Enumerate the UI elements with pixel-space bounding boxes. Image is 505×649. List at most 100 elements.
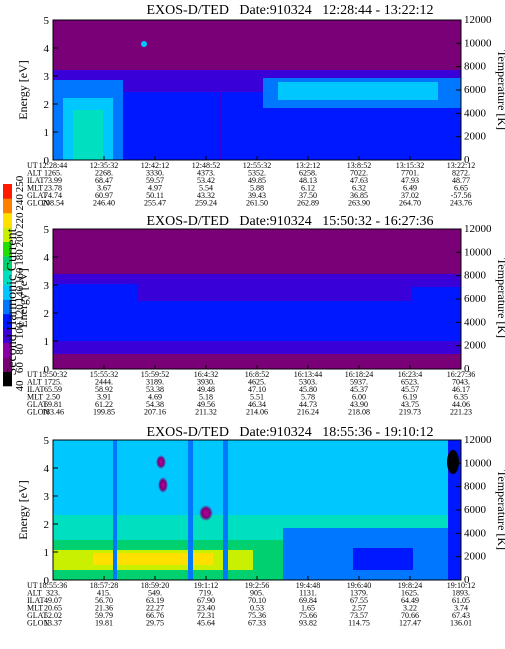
orbit-cell: 323. bbox=[46, 589, 60, 598]
colorbar-cell bbox=[3, 299, 12, 315]
colorbar-cell bbox=[3, 212, 12, 228]
panel-1-ylabel-right: Temperature [K] bbox=[495, 50, 505, 130]
orbit-cell: 5352. bbox=[248, 169, 266, 178]
orbit-cell: 49.07 bbox=[44, 596, 62, 605]
orbit-row-label: GLON bbox=[27, 199, 49, 208]
orbit-cell: 49.85 bbox=[248, 176, 266, 185]
orbit-cell: 67.55 bbox=[350, 596, 368, 605]
orbit-cell: 6258. bbox=[299, 169, 317, 178]
orbit-cell: 39.43 bbox=[248, 191, 266, 200]
y-tick-label: 2 bbox=[44, 519, 50, 531]
panel-3-stripe-c bbox=[223, 440, 228, 580]
orbit-cell: 3.74 bbox=[454, 604, 468, 613]
orbit-cell: 43.32 bbox=[197, 191, 215, 200]
colorbar-tick-label: 100 bbox=[14, 322, 26, 339]
colorbar-cell bbox=[3, 313, 12, 329]
orbit-cell: 37.02 bbox=[401, 191, 419, 200]
orbit-cell: 36.85 bbox=[350, 191, 368, 200]
orbit-cell: 216.24 bbox=[297, 408, 319, 417]
orbit-cell: 4373. bbox=[197, 169, 215, 178]
orbit-cell: 63.19 bbox=[146, 596, 164, 605]
orbit-cell: 67.90 bbox=[197, 596, 215, 605]
panel-1-left-hot-core bbox=[73, 110, 103, 160]
y-tick-label: 5 bbox=[44, 15, 50, 27]
orbit-cell: 4625. bbox=[248, 378, 266, 387]
orbit-cell: 3930. bbox=[197, 378, 215, 387]
orbit-cell: 16:13:44 bbox=[294, 370, 322, 379]
panel-3-hot-band bbox=[93, 553, 213, 565]
orbit-cell: 12:35:32 bbox=[90, 161, 118, 170]
y2-tick-label: 2000 bbox=[464, 340, 487, 352]
orbit-cell: 67.43 bbox=[452, 611, 470, 620]
y2-tick-label: 8000 bbox=[464, 270, 487, 282]
orbit-cell: 69.81 bbox=[44, 400, 62, 409]
orbit-cell: 1893. bbox=[452, 589, 470, 598]
orbit-cell: 199.85 bbox=[93, 408, 115, 417]
panel-3-right-core bbox=[353, 548, 413, 570]
orbit-cell: 16:23:4 bbox=[398, 370, 422, 379]
orbit-cell: 18:59:20 bbox=[141, 581, 169, 590]
orbit-cell: 61.22 bbox=[95, 400, 113, 409]
orbit-cell: 3.22 bbox=[403, 604, 417, 613]
orbit-cell: 23.78 bbox=[44, 184, 62, 193]
orbit-cell: 70.66 bbox=[401, 611, 419, 620]
orbit-cell: 3.91 bbox=[97, 393, 111, 402]
orbit-row-label: ILAT bbox=[27, 385, 44, 394]
orbit-cell: 21.36 bbox=[95, 604, 113, 613]
panel-3-title: EXOS-D/TED Date:910324 18:55:36 - 19:10:… bbox=[147, 425, 434, 440]
orbit-cell: 2268. bbox=[95, 169, 113, 178]
orbit-cell: 56.70 bbox=[95, 596, 113, 605]
orbit-cell: 3189. bbox=[146, 378, 164, 387]
orbit-row-label: ALT bbox=[27, 589, 42, 598]
colorbar-cell bbox=[3, 198, 12, 214]
orbit-row-label: GLON bbox=[27, 619, 49, 628]
orbit-cell: 64.49 bbox=[401, 596, 419, 605]
panel-3-dark-spot bbox=[447, 450, 459, 474]
orbit-cell: 261.50 bbox=[246, 199, 268, 208]
orbit-cell: 262.89 bbox=[297, 199, 319, 208]
panel-3-right-edge bbox=[448, 440, 461, 580]
y2-tick-label: 6000 bbox=[464, 504, 487, 516]
orbit-cell: 1265. bbox=[44, 169, 62, 178]
panel-1-ylabel: Energy [eV] bbox=[16, 60, 30, 119]
orbit-cell: 6.00 bbox=[352, 393, 366, 402]
orbit-cell: 74.74 bbox=[44, 191, 62, 200]
orbit-cell: 2444. bbox=[95, 378, 113, 387]
orbit-cell: 15:50:32 bbox=[39, 370, 67, 379]
orbit-cell: 23.40 bbox=[197, 604, 215, 613]
y2-tick-label: 2000 bbox=[464, 131, 487, 143]
orbit-cell: 19:10:12 bbox=[447, 581, 475, 590]
orbit-cell: 136.01 bbox=[450, 619, 472, 628]
orbit-cell: 5.88 bbox=[250, 184, 264, 193]
panel-2-ylabel-right: Temperature [K] bbox=[495, 258, 505, 338]
colorbar-tick-label: 240 bbox=[14, 194, 26, 211]
orbit-cell: 12:55:32 bbox=[243, 161, 271, 170]
orbit-cell: 61.05 bbox=[452, 596, 470, 605]
orbit-cell: 6.19 bbox=[403, 393, 417, 402]
orbit-cell: 54.38 bbox=[146, 400, 164, 409]
panel-2: EXOS-D/TED Date:910324 15:50:32 - 16:27:… bbox=[16, 214, 505, 417]
orbit-cell: 50.11 bbox=[146, 191, 164, 200]
orbit-cell: 6.12 bbox=[301, 184, 315, 193]
orbit-cell: 5.54 bbox=[199, 184, 213, 193]
orbit-cell: 20.65 bbox=[44, 604, 62, 613]
colorbar-label: Second Harmonic Current bbox=[5, 228, 20, 375]
y-tick-label: 0 bbox=[44, 364, 50, 376]
y2-tick-label: 0 bbox=[464, 363, 470, 375]
orbit-cell: 60.97 bbox=[95, 191, 113, 200]
orbit-cell: 45.37 bbox=[350, 385, 368, 394]
orbit-cell: 12:48:52 bbox=[192, 161, 220, 170]
orbit-row-label: MLT bbox=[27, 393, 43, 402]
orbit-row-label: UT bbox=[27, 581, 38, 590]
orbit-cell: 19:4:48 bbox=[296, 581, 320, 590]
colorbar-cell bbox=[3, 285, 12, 300]
orbit-cell: 22.27 bbox=[146, 604, 164, 613]
y2-tick-label: 12000 bbox=[464, 434, 492, 446]
panel-2-heatmap bbox=[53, 229, 461, 369]
colorbar-cell bbox=[3, 357, 12, 372]
orbit-cell: 93.82 bbox=[299, 619, 317, 628]
orbit-cell: 219.73 bbox=[399, 408, 421, 417]
colorbar-tick-label: 60 bbox=[14, 362, 26, 374]
y-tick-label: 3 bbox=[44, 491, 50, 503]
orbit-cell: 3.67 bbox=[97, 184, 111, 193]
